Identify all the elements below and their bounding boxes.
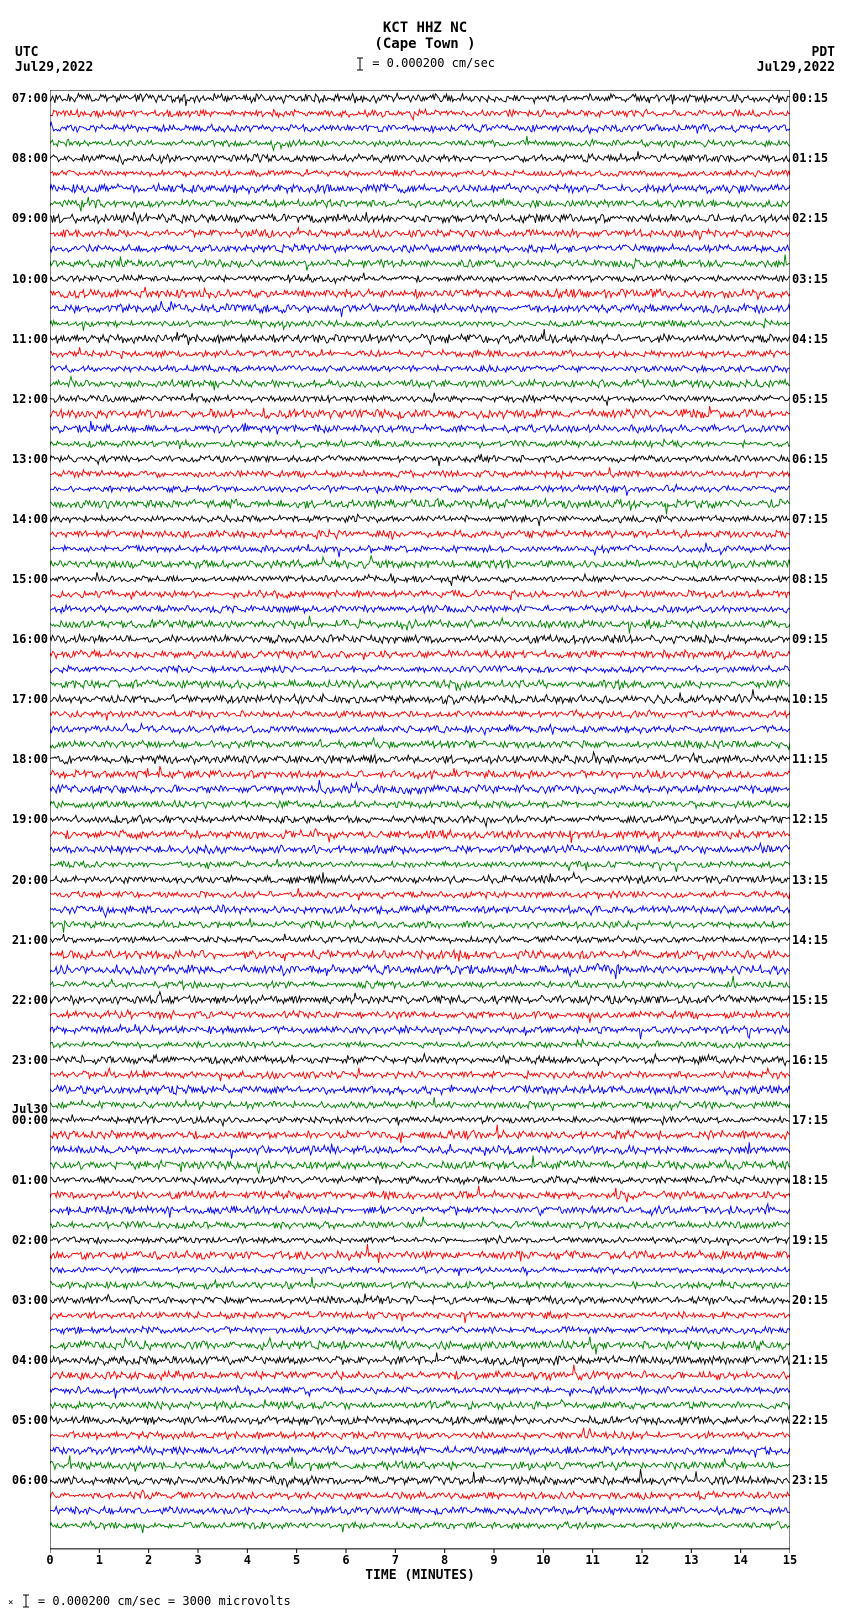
- utc-time-label: 16:00: [12, 632, 48, 646]
- utc-time-label: 12:00: [12, 392, 48, 406]
- utc-time-label: 03:00: [12, 1293, 48, 1307]
- header: KCT HHZ NC (Cape Town ) = 0.000200 cm/se…: [0, 0, 850, 71]
- pdt-time-label: 01:15: [792, 151, 828, 165]
- helicorder-svg: [50, 90, 790, 1553]
- x-tick-label: 4: [244, 1553, 251, 1567]
- pdt-time-label: 13:15: [792, 873, 828, 887]
- pdt-time-label: 03:15: [792, 272, 828, 286]
- x-tick-label: 1: [96, 1553, 103, 1567]
- utc-time-label: 13:00: [12, 452, 48, 466]
- pdt-time-label: 10:15: [792, 692, 828, 706]
- pdt-time-label: 09:15: [792, 632, 828, 646]
- utc-time-label: 21:00: [12, 933, 48, 947]
- date-left: Jul29,2022: [15, 60, 93, 75]
- x-tick-label: 11: [585, 1553, 599, 1567]
- utc-time-label: 02:00: [12, 1233, 48, 1247]
- utc-time-label: 18:00: [12, 752, 48, 766]
- utc-time-label: 07:00: [12, 91, 48, 105]
- x-tick-label: 13: [684, 1553, 698, 1567]
- x-axis: TIME (MINUTES) 0123456789101112131415: [50, 1553, 790, 1578]
- x-axis-title: TIME (MINUTES): [365, 1568, 475, 1583]
- x-tick-label: 15: [783, 1553, 797, 1567]
- pdt-time-label: 21:15: [792, 1353, 828, 1367]
- x-tick-label: 5: [293, 1553, 300, 1567]
- pdt-time-label: 17:15: [792, 1113, 828, 1127]
- day-break-label: Jul30: [12, 1102, 48, 1116]
- pdt-time-label: 08:15: [792, 572, 828, 586]
- utc-time-label: 01:00: [12, 1173, 48, 1187]
- helicorder-container: KCT HHZ NC (Cape Town ) = 0.000200 cm/se…: [0, 0, 850, 1613]
- pdt-time-label: 15:15: [792, 993, 828, 1007]
- utc-time-label: 23:00: [12, 1053, 48, 1067]
- utc-time-label: 11:00: [12, 332, 48, 346]
- date-right: Jul29,2022: [757, 60, 835, 75]
- utc-time-label: 06:00: [12, 1473, 48, 1487]
- utc-time-label: 15:00: [12, 572, 48, 586]
- pdt-time-label: 14:15: [792, 933, 828, 947]
- pdt-time-label: 20:15: [792, 1293, 828, 1307]
- x-tick-label: 8: [441, 1553, 448, 1567]
- pdt-time-label: 11:15: [792, 752, 828, 766]
- pdt-time-label: 06:15: [792, 452, 828, 466]
- pdt-time-label: 02:15: [792, 211, 828, 225]
- plot-area: 07:0000:1508:0001:1509:0002:1510:0003:15…: [50, 90, 790, 1553]
- pdt-time-label: 19:15: [792, 1233, 828, 1247]
- station-location: (Cape Town ): [0, 36, 850, 52]
- utc-time-label: 10:00: [12, 272, 48, 286]
- pdt-time-label: 12:15: [792, 812, 828, 826]
- utc-time-label: 09:00: [12, 211, 48, 225]
- utc-time-label: 14:00: [12, 512, 48, 526]
- utc-time-label: 19:00: [12, 812, 48, 826]
- utc-time-label: 22:00: [12, 993, 48, 1007]
- pdt-time-label: 00:15: [792, 91, 828, 105]
- x-tick-label: 2: [145, 1553, 152, 1567]
- utc-time-label: 05:00: [12, 1413, 48, 1427]
- pdt-time-label: 22:15: [792, 1413, 828, 1427]
- pdt-time-label: 18:15: [792, 1173, 828, 1187]
- x-tick-label: 3: [194, 1553, 201, 1567]
- x-tick-label: 0: [46, 1553, 53, 1567]
- utc-time-label: 08:00: [12, 151, 48, 165]
- x-tick-label: 6: [342, 1553, 349, 1567]
- x-tick-label: 10: [536, 1553, 550, 1567]
- x-tick-label: 7: [392, 1553, 399, 1567]
- footer-scale: × = 0.000200 cm/sec = 3000 microvolts: [8, 1594, 291, 1609]
- pdt-time-label: 07:15: [792, 512, 828, 526]
- station-title: KCT HHZ NC: [0, 20, 850, 36]
- pdt-time-label: 23:15: [792, 1473, 828, 1487]
- pdt-time-label: 05:15: [792, 392, 828, 406]
- x-tick-label: 14: [733, 1553, 747, 1567]
- x-tick-label: 12: [635, 1553, 649, 1567]
- scale-legend: = 0.000200 cm/sec: [0, 56, 850, 71]
- tz-right: PDT: [812, 45, 835, 60]
- utc-time-label: 17:00: [12, 692, 48, 706]
- x-tick-label: 9: [490, 1553, 497, 1567]
- tz-left: UTC: [15, 45, 38, 60]
- utc-time-label: 04:00: [12, 1353, 48, 1367]
- pdt-time-label: 04:15: [792, 332, 828, 346]
- pdt-time-label: 16:15: [792, 1053, 828, 1067]
- utc-time-label: 20:00: [12, 873, 48, 887]
